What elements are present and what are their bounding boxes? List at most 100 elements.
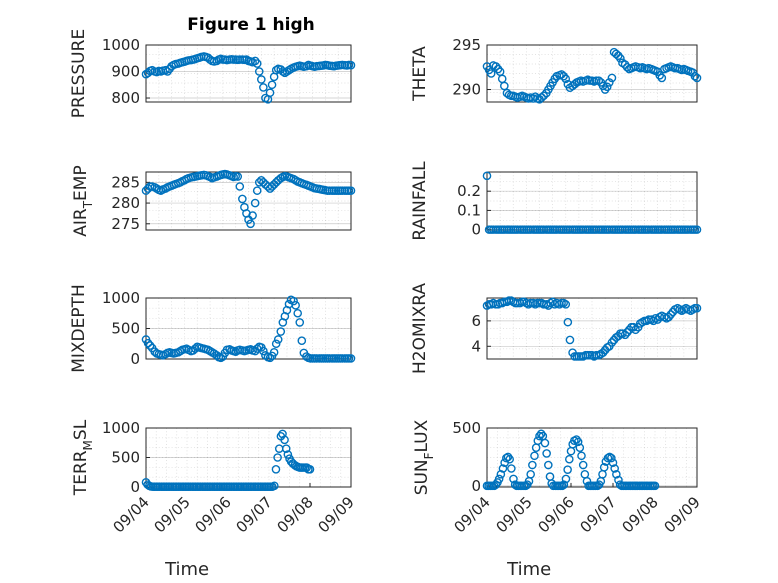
data-point [500, 81, 509, 91]
data-point [622, 62, 632, 72]
data-point [565, 335, 575, 345]
y-tick-label: 800 [111, 89, 140, 107]
y-axis-label: H2OMIXRA [410, 283, 430, 374]
y-tick-label: 280 [111, 194, 140, 212]
data-point [530, 451, 539, 461]
data-point [271, 464, 281, 474]
series-markers [482, 47, 702, 104]
data-point [265, 353, 275, 363]
y-axis-label-subscript: M [81, 440, 95, 450]
data-point [616, 54, 625, 63]
series-markers [482, 429, 660, 491]
grid [487, 44, 697, 102]
data-point [346, 186, 356, 195]
data-point [559, 480, 569, 489]
data-point [575, 443, 585, 452]
y-axis-label-suffix: SL [71, 419, 91, 440]
data-point [540, 438, 550, 448]
data-point [599, 463, 609, 472]
data-point [302, 61, 311, 71]
y-tick-label: 0 [130, 478, 140, 496]
data-point [346, 60, 356, 70]
y-axis-label-main: H2OMIXRA [410, 283, 430, 374]
y-tick-label: 1000 [102, 419, 140, 437]
data-point [664, 312, 673, 322]
data-point [346, 354, 356, 363]
data-point [577, 451, 586, 461]
data-point [535, 431, 544, 441]
data-point [278, 67, 288, 76]
data-point [267, 80, 277, 90]
axes-frame [145, 44, 352, 103]
axes-frame [486, 427, 698, 488]
y-tick-label: 290 [452, 81, 481, 99]
subplot-theta: 290 295 THETA [410, 36, 702, 104]
x-axis-label: Time [164, 559, 209, 580]
data-point [536, 429, 546, 439]
data-point [293, 308, 303, 318]
data-point [607, 73, 617, 83]
data-point [692, 73, 702, 83]
subplot-air_temp: 275 280 285 AIRTEMP [71, 165, 356, 237]
y-axis-label-main: THETA [410, 46, 430, 102]
data-point [269, 347, 279, 357]
data-point [252, 59, 262, 68]
data-point [565, 454, 574, 464]
data-point [561, 300, 571, 309]
subplot-pressure: 800 900 1000 PRESSURE [69, 29, 356, 118]
data-point [657, 73, 667, 83]
y-tick-label: 275 [111, 215, 140, 233]
data-point [291, 301, 300, 310]
data-point [295, 318, 305, 327]
data-point [482, 171, 492, 181]
data-point [598, 348, 608, 357]
y-tick-label: 0.1 [457, 201, 481, 219]
data-point [250, 198, 260, 208]
y-axis-label: RAINFALL [410, 161, 430, 241]
data-point [528, 94, 538, 103]
data-point [690, 71, 700, 81]
data-point [246, 219, 255, 229]
series-markers [482, 171, 702, 234]
data-point [252, 186, 262, 195]
data-point [233, 172, 243, 181]
y-tick-label: 500 [452, 419, 481, 437]
data-point [563, 317, 573, 327]
data-point [578, 460, 588, 470]
data-point [594, 76, 604, 85]
data-point [248, 211, 257, 220]
grid [146, 427, 351, 488]
data-point [496, 469, 506, 479]
data-point [281, 444, 291, 453]
y-tick-label: 0 [471, 477, 481, 495]
data-point [563, 465, 572, 474]
data-point [509, 474, 518, 484]
axes-frame [145, 427, 352, 488]
grid [487, 172, 697, 230]
y-axis-label-subscript: T [81, 200, 95, 209]
y-tick-label: 500 [111, 449, 140, 467]
data-point [692, 225, 702, 234]
figure-title: Figure 1 high [187, 15, 315, 35]
y-tick-label: 285 [111, 173, 140, 191]
series-markers [141, 52, 356, 104]
data-point [561, 474, 571, 484]
data-point [283, 450, 293, 459]
data-point [235, 182, 245, 191]
series-markers [141, 295, 356, 363]
data-point [603, 453, 613, 463]
subplot-h2omixra: 4 6 H2OMIXRA [410, 283, 702, 374]
subplot-mixdepth: 0 500 1000 MIXDEPTH [69, 284, 356, 373]
data-point [607, 338, 617, 347]
y-axis-label: AIRTEMP [71, 165, 95, 236]
data-point [254, 67, 264, 76]
data-point [289, 296, 298, 306]
data-point [276, 327, 286, 336]
y-axis-label: THETA [410, 46, 430, 102]
data-point [190, 344, 200, 353]
data-point [557, 481, 567, 491]
data-point [572, 435, 581, 444]
data-point [610, 464, 619, 473]
y-axis-label-subscript: F [422, 452, 436, 459]
data-point [631, 325, 640, 335]
